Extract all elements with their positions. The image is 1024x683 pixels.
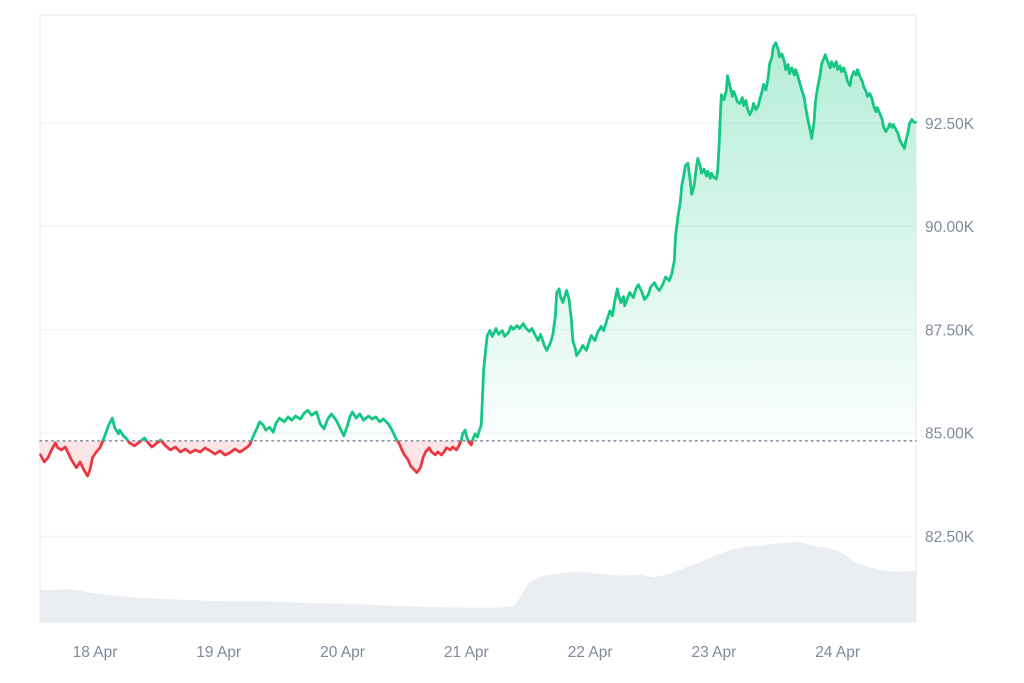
volume-area: [40, 542, 916, 622]
svg-text:85.00K: 85.00K: [925, 426, 975, 443]
svg-text:92.50K: 92.50K: [925, 116, 975, 133]
svg-text:19 Apr: 19 Apr: [196, 644, 241, 661]
svg-text:23 Apr: 23 Apr: [691, 644, 736, 661]
y-axis-labels: 92.50K 90.00K 87.50K 85.00K 82.50K: [925, 116, 975, 546]
price-area-up: [40, 42, 916, 441]
svg-text:21 Apr: 21 Apr: [444, 644, 489, 661]
price-area-down: [40, 440, 473, 476]
svg-text:18 Apr: 18 Apr: [73, 644, 118, 661]
x-axis-labels: 18 Apr 19 Apr 20 Apr 21 Apr 22 Apr 23 Apr 24 A…: [73, 644, 860, 661]
svg-text:87.50K: 87.50K: [925, 322, 975, 339]
price-line-up: [101, 41, 917, 441]
svg-text:22 Apr: 22 Apr: [568, 644, 613, 661]
svg-text:20 Apr: 20 Apr: [320, 644, 365, 661]
svg-text:90.00K: 90.00K: [925, 219, 975, 236]
svg-text:82.50K: 82.50K: [925, 529, 975, 546]
svg-text:24 Apr: 24 Apr: [815, 644, 860, 661]
